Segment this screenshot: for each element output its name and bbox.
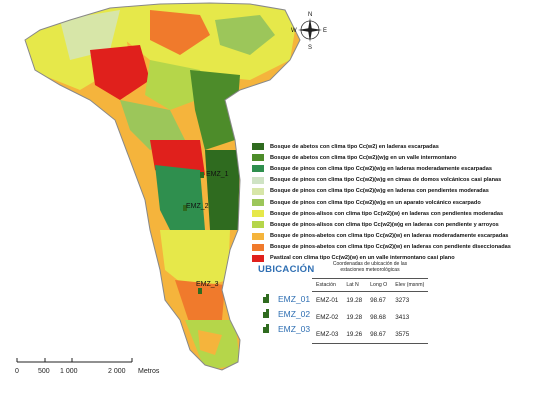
station-icon-list: EMZ_01 EMZ_02 EMZ_03 [262, 291, 310, 336]
stations-table-header: Estación Lat N Long O Elev (msnm) [312, 278, 429, 292]
table-row: EMZ-02 19.28 98.68 3413 [312, 309, 428, 326]
cell-elev: 3575 [391, 326, 429, 344]
station-icon-row: EMZ_01 [262, 291, 310, 306]
legend-swatch [252, 176, 264, 184]
cell-long: 98.67 [370, 297, 386, 304]
station-code: EMZ_03 [278, 323, 311, 334]
station-icon-row: EMZ_02 [262, 306, 310, 321]
col-long: Long O [366, 278, 392, 292]
legend-label: Pastizal con clima tipo Cc(w2)(w) en un … [270, 255, 455, 262]
zone-pinos-pend-mod-nw [60, 10, 120, 60]
cell-long: 98.67 [366, 326, 392, 344]
legend-label: Bosque de pinos-alisos con clima tipo Cc… [270, 210, 504, 217]
station-icon [263, 293, 269, 303]
cell-long: 98.68 [370, 314, 386, 321]
scale-tick-500: 500 [38, 368, 50, 375]
zone-pinos-volcanico-c [120, 100, 185, 150]
legend-label: Bosque de pinos con clima tipo Cc(w2)(w)… [270, 165, 492, 172]
legend-label: Bosque de abetos con clima tipo Cc(w2)(w… [270, 154, 457, 161]
legend-item: Bosque de pinos-alisos con clima tipo Cc… [252, 219, 542, 230]
cell-lat: 19.28 [346, 314, 363, 321]
zone-pinos-alisos-south [160, 230, 230, 290]
legend-swatch [252, 154, 264, 162]
legend-swatch [252, 143, 264, 151]
scale-unit: Metros [138, 368, 160, 375]
scale-bar [16, 358, 133, 363]
col-elev: Elev (msnm) [391, 278, 429, 292]
legend-label: Bosque de pinos-abetos con clima tipo Cc… [270, 233, 509, 240]
zone-pinos-mod-escarp [155, 165, 205, 240]
compass-e: E [323, 28, 327, 34]
scale-tick-1000: 1 000 [60, 368, 78, 375]
compass-w: W [291, 28, 297, 34]
legend-label: Bosque de pinos con clima tipo Cc(w2)(w)… [270, 199, 481, 206]
legend-swatch [252, 199, 264, 207]
zone-pinos-abetos-disecc-n [150, 10, 210, 55]
legend-swatch [252, 221, 264, 229]
cell-elev: 3413 [395, 314, 410, 321]
legend-swatch [252, 210, 264, 218]
col-lat: Lat N [342, 278, 367, 292]
legend-item: Bosque de pinos con clima tipo Cc(w2)(w)… [252, 197, 542, 208]
zone-pinos-volcanico-ne [215, 15, 275, 55]
compass-n: N [308, 12, 312, 18]
legend: Bosque de abetos con clima tipo Cc(w2) e… [252, 141, 542, 264]
legend-swatch [252, 243, 264, 251]
legend-item: Bosque de pinos con clima tipo Cc(w2)(w)… [252, 186, 542, 197]
table-row: EMZ-01 19.28 98.67 3273 [312, 292, 428, 310]
legend-label: Bosque de pinos-abetos con clima tipo Cc… [270, 244, 511, 251]
scale-tick-2000: 2 000 [108, 368, 126, 375]
legend-item: Bosque de pinos-abetos con clima tipo Cc… [252, 231, 542, 242]
compass-s: S [308, 45, 312, 51]
legend-swatch [252, 254, 264, 262]
study-area-outline [24, 2, 301, 371]
zone-pinos-abetos-far-s [198, 330, 222, 355]
station-marker-3[interactable]: EMZ_3 [196, 281, 219, 294]
col-estacion: Estación [312, 278, 343, 292]
legend-item: Bosque de pinos-abetos con clima tipo Cc… [252, 242, 542, 253]
zone-abetos-valle [190, 70, 240, 150]
legend-item: Bosque de pinos con clima tipo Cc(w2)(w)… [252, 175, 542, 186]
cell-station: EMZ-02 [316, 314, 339, 321]
zone-pinos-abetos-disecc-s [175, 280, 225, 325]
station-marker-1[interactable]: EMZ_1 [200, 171, 229, 178]
legend-item: Pastizal con clima tipo Cc(w2)(w) en un … [252, 253, 542, 264]
legend-swatch [252, 165, 264, 173]
table-row: EMZ-03 19.26 98.67 3575 [312, 326, 429, 344]
station-label-1: EMZ_1 [206, 171, 229, 178]
zone-abetos-escarpadas [205, 150, 240, 230]
station-code: EMZ_02 [278, 308, 311, 319]
legend-label: Bosque de abetos con clima tipo Cc(w2) e… [270, 143, 439, 150]
station-label-3: EMZ_3 [196, 281, 219, 288]
legend-label: Bosque de pinos con clima tipo Cc(w2)(w)… [270, 188, 489, 195]
north-arrow-icon: N S E W [291, 12, 327, 51]
station-icon-row: EMZ_03 [262, 321, 310, 336]
legend-item: Bosque de pinos-alisos con clima tipo Cc… [252, 208, 542, 219]
station-icon [263, 323, 269, 333]
ubicacion-title: UBICACIÓN [258, 264, 315, 275]
station-icon [263, 308, 269, 318]
legend-swatch [252, 187, 264, 195]
zone-pastizal-north [90, 45, 150, 100]
legend-label: Bosque de pinos-alisos con clima tipo Cc… [270, 221, 499, 228]
legend-item: Bosque de abetos con clima tipo Cc(w2) e… [252, 141, 542, 152]
station-marker-2[interactable]: EMZ_2 [183, 203, 209, 211]
stations-table: Estación Lat N Long O Elev (msnm) EMZ-01… [312, 278, 429, 344]
cell-station: EMZ-03 [312, 326, 343, 344]
legend-item: Bosque de pinos con clima tipo Cc(w2)(w)… [252, 163, 542, 174]
legend-item: Bosque de abetos con clima tipo Cc(w2)(w… [252, 152, 542, 163]
cell-elev: 3273 [395, 297, 410, 304]
station-code: EMZ_01 [278, 293, 311, 304]
station-label-2: EMZ_2 [186, 203, 209, 210]
scale-tick-0: 0 [15, 368, 19, 375]
legend-label: Bosque de pinos con clima tipo Cc(w2)(w)… [270, 177, 502, 184]
cell-lat: 19.28 [346, 297, 363, 304]
stations-table-title: Coordenadas de ubicación de las estacion… [332, 261, 408, 273]
cell-lat: 19.26 [342, 326, 367, 344]
legend-swatch [252, 232, 264, 240]
cell-station: EMZ-01 [316, 297, 339, 304]
